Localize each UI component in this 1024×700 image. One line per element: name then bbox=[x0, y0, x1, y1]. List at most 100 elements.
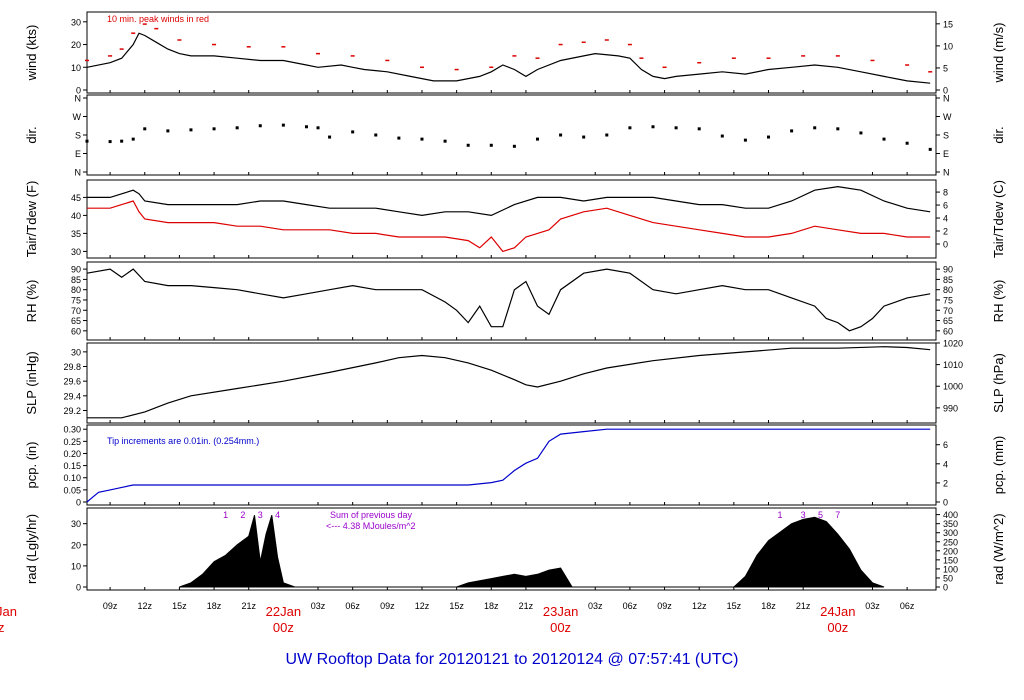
rad-hour-marker: 1 bbox=[223, 510, 228, 520]
x-hour-label: 18z bbox=[207, 601, 222, 611]
pcp-series-line bbox=[86, 428, 931, 503]
radiation-area bbox=[179, 515, 296, 588]
direction-point bbox=[374, 133, 378, 137]
y-tick-label-right: 50 bbox=[943, 573, 953, 583]
y-tick-label: 30 bbox=[71, 519, 81, 529]
y-tick-label-right: 350 bbox=[943, 519, 958, 529]
x-date-label-cut: Jan bbox=[0, 604, 17, 619]
direction-point bbox=[836, 127, 840, 131]
y-tick-label-right: S bbox=[943, 131, 949, 141]
radiation-area bbox=[732, 516, 885, 588]
y-tick-label: 29.4 bbox=[63, 391, 81, 401]
panel-frame bbox=[86, 342, 937, 424]
direction-point bbox=[813, 126, 817, 130]
y-tick-label: 0.25 bbox=[63, 437, 81, 447]
y-tick-label-right: 400 bbox=[943, 510, 958, 520]
y-axis-label: wind (kts) bbox=[24, 25, 39, 82]
x-date-sub-label-cut: z bbox=[0, 620, 5, 635]
y-tick-label-right: 990 bbox=[943, 403, 958, 413]
y-tick-label-right: 75 bbox=[943, 295, 953, 305]
rad-hour-marker: 7 bbox=[835, 510, 840, 520]
y-tick-label-right: 1010 bbox=[943, 360, 963, 370]
x-hour-label: 15z bbox=[727, 601, 742, 611]
panel-wind: 0 10 20 30 0 5 10 15 wind (kts) wind (m/s) 10 min.… bbox=[24, 11, 1006, 96]
direction-point bbox=[674, 126, 678, 130]
x-hour-label: 21z bbox=[796, 601, 811, 611]
y-tick-label: 85 bbox=[71, 275, 81, 285]
direction-point bbox=[316, 126, 320, 130]
wind-series-line bbox=[86, 32, 931, 84]
x-date-sub-label: 00z bbox=[550, 620, 571, 635]
y-tick-label-right: 15 bbox=[943, 19, 953, 29]
rad-hour-marker: 3 bbox=[801, 510, 806, 520]
x-hour-label: 09z bbox=[103, 601, 118, 611]
panel-frame bbox=[86, 261, 937, 341]
panel-frame bbox=[86, 179, 937, 259]
y-tick-label-right: 4 bbox=[943, 214, 948, 224]
y-axis-label: SLP (inHg) bbox=[24, 351, 39, 414]
rad-hour-marker: 1 bbox=[778, 510, 783, 520]
temp-series-line bbox=[87, 185, 931, 217]
direction-point bbox=[605, 133, 609, 137]
direction-point bbox=[628, 126, 632, 130]
rad-annotation-value: <--- 4.38 MJoules/m^2 bbox=[326, 521, 416, 531]
direction-point bbox=[559, 133, 563, 137]
direction-point bbox=[582, 135, 586, 139]
y-tick-label-right: 250 bbox=[943, 537, 958, 547]
direction-point bbox=[720, 134, 724, 138]
footer-title: UW Rooftop Data for 20120121 to 20120124… bbox=[285, 651, 739, 668]
y-tick-label-right: 200 bbox=[943, 546, 958, 556]
y-tick-label: 45 bbox=[71, 193, 81, 203]
y-tick-label: S bbox=[75, 131, 81, 141]
direction-point bbox=[166, 129, 170, 133]
y-tick-label: 0.05 bbox=[63, 485, 81, 495]
panel-frame bbox=[86, 507, 937, 591]
x-hour-label: 03z bbox=[588, 601, 603, 611]
x-hour-label: 21z bbox=[519, 601, 534, 611]
x-hour-label: 06z bbox=[345, 601, 360, 611]
y-axis-label-right: rad (W/m^2) bbox=[991, 513, 1006, 584]
y-tick-label-right: 0 bbox=[943, 583, 948, 593]
pcp-annotation: Tip increments are 0.01in. (0.254mm.) bbox=[107, 436, 259, 446]
x-date-sub-label: 00z bbox=[273, 620, 294, 635]
y-tick-label-right: 5 bbox=[943, 63, 948, 73]
temp-series-line bbox=[87, 200, 931, 253]
y-tick-label: 20 bbox=[71, 540, 81, 550]
x-hour-label: 03z bbox=[865, 601, 880, 611]
y-tick-label-right: 8 bbox=[943, 188, 948, 198]
x-date-label: 24Jan bbox=[820, 604, 855, 619]
direction-point bbox=[466, 143, 470, 147]
y-tick-label: 75 bbox=[71, 295, 81, 305]
y-tick-label: E bbox=[75, 149, 81, 159]
y-tick-label-right: 0 bbox=[943, 498, 948, 508]
y-tick-label-right: 2 bbox=[943, 227, 948, 237]
y-axis-label-right: pcp. (mm) bbox=[991, 436, 1006, 495]
direction-point bbox=[443, 139, 447, 143]
y-tick-label: 29.2 bbox=[63, 406, 81, 416]
y-tick-label-right: W bbox=[943, 112, 952, 122]
y-tick-label-right: 4 bbox=[943, 459, 948, 469]
direction-point bbox=[131, 137, 135, 141]
direction-point bbox=[397, 136, 401, 140]
direction-point bbox=[928, 147, 932, 151]
radiation-area bbox=[456, 567, 573, 588]
y-tick-label-right: 100 bbox=[943, 564, 958, 574]
y-tick-label: 0.30 bbox=[63, 425, 81, 435]
y-axis-label-right: dir. bbox=[991, 126, 1006, 143]
rh-series-line bbox=[86, 268, 931, 332]
y-tick-label: 0.15 bbox=[63, 461, 81, 471]
y-tick-label: 70 bbox=[71, 306, 81, 316]
y-tick-label-right: 85 bbox=[943, 275, 953, 285]
y-tick-label-right: 60 bbox=[943, 326, 953, 336]
x-date-sub-label: 00z bbox=[827, 620, 848, 635]
x-axis: 09z 12z 15z 18z 21z 03z 06z 09z 12z 15z 18z 21z 03z 0… bbox=[0, 601, 915, 635]
y-tick-label: 0 bbox=[76, 498, 81, 508]
panel-frame bbox=[86, 94, 937, 176]
y-tick-label: 29.6 bbox=[63, 377, 81, 387]
y-tick-label-right: N bbox=[943, 94, 950, 104]
x-date-label: 23Jan bbox=[543, 604, 578, 619]
y-tick-label-right: 1000 bbox=[943, 382, 963, 392]
